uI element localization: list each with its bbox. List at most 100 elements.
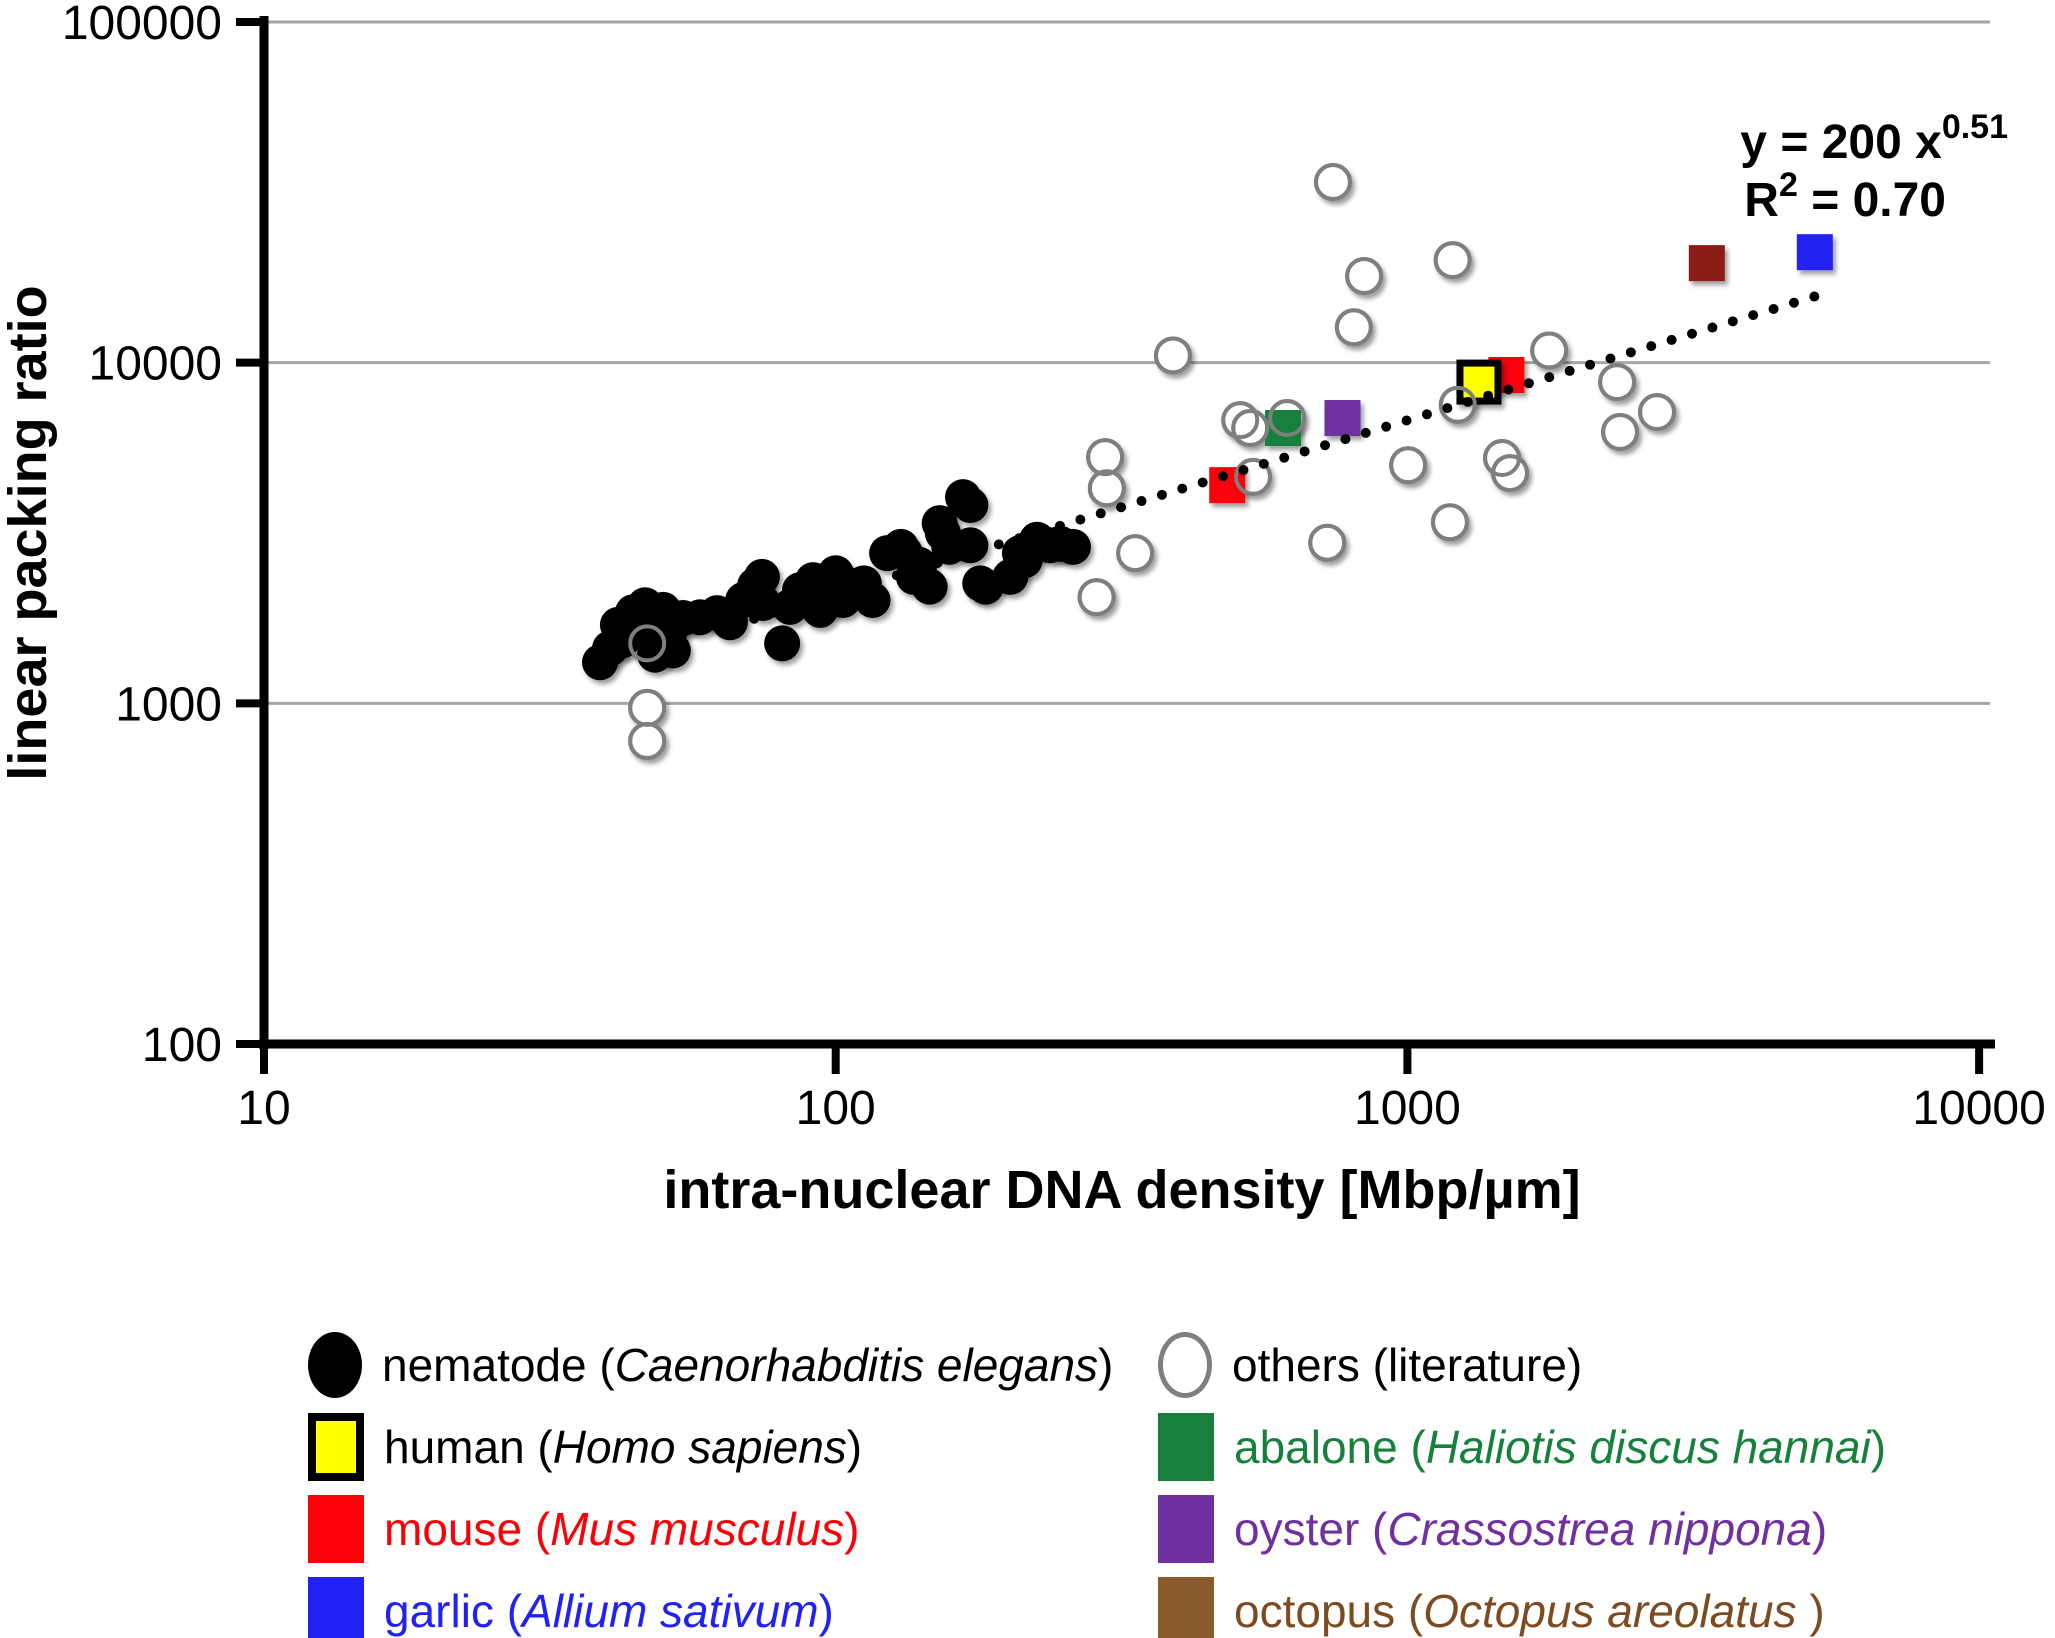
trendline-dot xyxy=(932,557,943,568)
legend-label-oyster: oyster (Crassostrea nippona) xyxy=(1234,1503,1828,1555)
others-point-ring xyxy=(1601,412,1640,451)
legend-item-oyster: oyster (Crassostrea nippona) xyxy=(1158,1494,1827,1564)
trendline-dot xyxy=(1116,502,1127,513)
legend-item-human: human (Homo sapiens) xyxy=(308,1412,862,1482)
trendline-dot xyxy=(912,564,923,575)
x-tick-label: 10000 xyxy=(1912,1082,2045,1135)
legend-item-mouse: mouse (Mus musculus) xyxy=(308,1494,859,1564)
nematode-point xyxy=(952,487,989,524)
trendline-dot xyxy=(953,551,964,562)
y-tick-label: 100 xyxy=(142,1019,222,1072)
others-point-ring xyxy=(1313,163,1352,202)
legend-item-others: others (literature) xyxy=(1158,1330,1582,1400)
trendline-dot xyxy=(1258,458,1269,469)
others-point-ring xyxy=(1638,393,1677,432)
trendline-dot xyxy=(1544,372,1555,383)
others-point-ring xyxy=(1221,401,1260,440)
garlic-square xyxy=(1796,234,1833,271)
trendline-dot xyxy=(1687,328,1698,339)
x-tick-label: 1000 xyxy=(1354,1082,1461,1135)
x-tick-label: 100 xyxy=(796,1082,876,1135)
x-axis-title: intra-nuclear DNA density [Mbp/µm] xyxy=(663,1160,1580,1220)
y-axis-title: linear packing ratio xyxy=(0,285,58,780)
others-point-ring xyxy=(628,722,667,761)
plot-layers: 100 1000 10000 100000 10 100 1000 10000 xyxy=(62,0,2046,1135)
legend-label-mouse: mouse (Mus musculus) xyxy=(384,1503,860,1555)
trendline-dot xyxy=(973,545,984,556)
mouse-square-icon xyxy=(308,1495,364,1563)
trendline-dot xyxy=(1442,403,1453,414)
legend-label-garlic: garlic (Allium sativum) xyxy=(384,1585,834,1637)
trendline-dot xyxy=(749,613,760,624)
x-tick-label: 10 xyxy=(237,1082,290,1135)
trendline-dot xyxy=(871,576,882,587)
octopus-square-icon xyxy=(1158,1577,1214,1638)
legend-label-nematode: nematode (Caenorhabditis elegans) xyxy=(382,1339,1114,1391)
legend-item-octopus: octopus (Octopus areolatus ) xyxy=(1158,1576,1825,1638)
trendline-dot xyxy=(1646,341,1657,352)
others-point-ring xyxy=(1334,308,1373,347)
trendline-dot xyxy=(1666,334,1677,345)
trendline-dot xyxy=(1360,427,1371,438)
others-point-ring xyxy=(1308,523,1347,562)
trendline-dot xyxy=(1156,489,1167,500)
others-point-ring xyxy=(1116,534,1155,573)
others-point-ring xyxy=(1389,446,1428,485)
trendline-dot xyxy=(891,570,902,581)
trendline-dot xyxy=(1788,297,1799,308)
trendline-dot xyxy=(1218,471,1229,482)
nematode-point xyxy=(1054,528,1091,565)
legend-item-nematode: nematode (Caenorhabditis elegans) xyxy=(308,1330,1113,1400)
trendline-dot xyxy=(830,588,841,599)
nematode-point xyxy=(854,582,891,619)
y-tick-label: 10000 xyxy=(89,338,222,391)
legend-label-human: human (Homo sapiens) xyxy=(384,1421,863,1473)
trendline-dot xyxy=(1421,409,1432,420)
trendline-equation: y = 200 x0.51 xyxy=(1740,108,2008,169)
trendline-dot xyxy=(1320,440,1331,451)
trendline-dot xyxy=(1197,477,1208,488)
y-tick-label: 1000 xyxy=(115,678,222,731)
trendline-dot xyxy=(1707,322,1718,333)
others-open-circle-icon xyxy=(1158,1332,1212,1398)
others-point-ring xyxy=(1491,454,1530,493)
trendline-dot xyxy=(1748,310,1759,321)
octopus-square xyxy=(1688,245,1725,282)
trendline-dot xyxy=(769,607,780,618)
trendline-dot xyxy=(1768,303,1779,314)
others-point-ring xyxy=(1345,257,1384,296)
others-point-ring xyxy=(1433,241,1472,280)
others-point-ring xyxy=(1430,503,1469,542)
trendline-dot xyxy=(1034,527,1045,538)
trendline-dot xyxy=(1585,359,1596,370)
trendline-dot xyxy=(1625,347,1636,358)
trendline-dot xyxy=(1523,378,1534,389)
trendline-dot xyxy=(1054,520,1065,531)
trendline-dot xyxy=(1605,353,1616,364)
trendline-dot xyxy=(1564,365,1575,376)
trendline-dot xyxy=(1279,452,1290,463)
others-point-ring xyxy=(1268,398,1307,437)
trendline-dot xyxy=(1177,483,1188,494)
trendline-dot xyxy=(1136,496,1147,507)
nematode-point xyxy=(911,568,948,605)
scatter-plot: 100 1000 10000 100000 10 100 1000 10000 linear … xyxy=(0,0,2046,1220)
others-point-ring xyxy=(628,624,667,663)
human-square-icon xyxy=(308,1413,364,1481)
legend-item-abalone: abalone (Haliotis discus hannai) xyxy=(1158,1412,1886,1482)
trendline-dot xyxy=(993,539,1004,550)
y-tick-label: 100000 xyxy=(62,0,222,50)
trendline-dot xyxy=(1727,316,1738,327)
trendline-dot xyxy=(1075,514,1086,525)
nematode-point xyxy=(654,632,691,669)
nematode-filled-circle-icon xyxy=(308,1332,362,1398)
trendline-dot xyxy=(810,595,821,606)
abalone-square-icon xyxy=(1158,1413,1214,1481)
trendline-dot xyxy=(1014,533,1025,544)
oyster-square-icon xyxy=(1158,1495,1214,1563)
trendline-dot xyxy=(1381,421,1392,432)
trendline-dot xyxy=(1095,508,1106,519)
trendline-dot xyxy=(1401,415,1412,426)
others-point-ring xyxy=(1530,331,1569,370)
